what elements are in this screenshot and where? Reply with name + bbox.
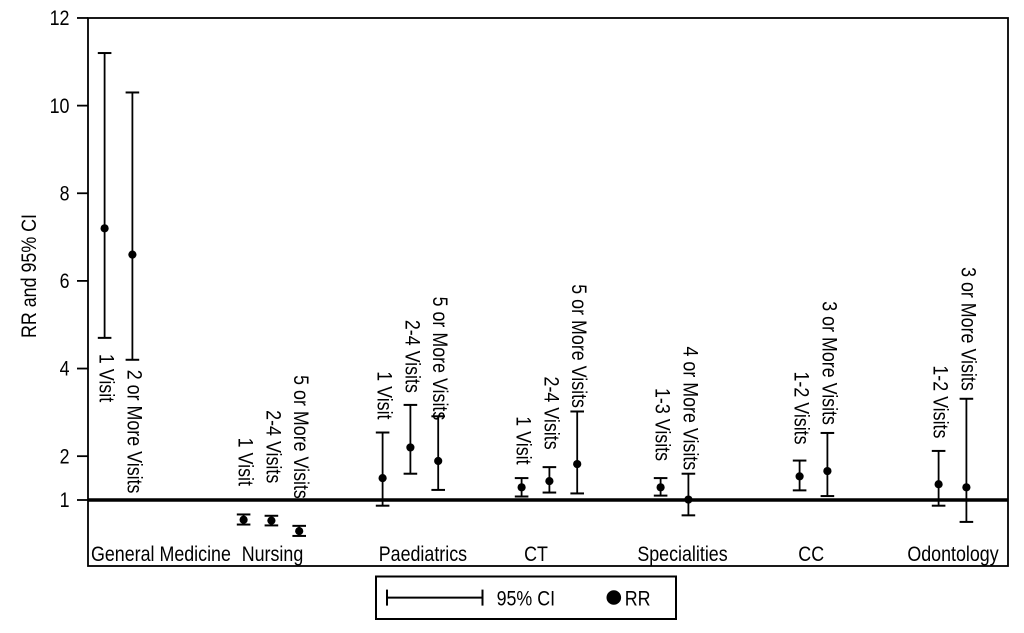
rr-point (934, 480, 943, 489)
item-label: 1-2 Visits (790, 371, 813, 444)
item-label: 3 or More Visits (817, 301, 840, 425)
rr-point (378, 473, 387, 483)
legend-box (375, 575, 677, 620)
item-label: 2-4 Visits (261, 410, 284, 483)
legend-rr-marker (606, 590, 622, 605)
rr-point (656, 483, 665, 492)
y-tick-label: 4 (60, 358, 70, 381)
item-label: 5 or More Visits (428, 297, 451, 421)
legend-ci-label: 95% CI (497, 588, 555, 611)
y-tick-label: 6 (60, 270, 70, 293)
group-label: CT (524, 543, 548, 566)
rr-point (545, 477, 554, 486)
rr-point (962, 483, 971, 492)
item-label: 1 Visit (373, 371, 396, 419)
y-tick-label: 8 (60, 182, 70, 205)
item-label: 2-4 Visits (539, 377, 562, 450)
legend-rr-label: RR (625, 588, 651, 611)
group-label: Odontology (907, 543, 999, 566)
y-tick-label: 10 (50, 95, 70, 118)
item-label: 1 Visit (95, 354, 118, 402)
plot-frame (87, 17, 1009, 567)
group-label: Nursing (242, 543, 304, 566)
group-label: Paediatrics (379, 543, 467, 566)
rr-point (239, 515, 248, 524)
rr-point (100, 224, 109, 233)
y-tick-label: 12 (50, 7, 70, 30)
item-label: 1 Visit (234, 438, 257, 486)
item-label: 4 or More Visits (678, 347, 701, 471)
item-label: 5 or More Visits (567, 284, 590, 408)
group-label: CC (798, 543, 824, 566)
rr-point (573, 459, 582, 469)
item-label: 1-2 Visits (929, 365, 952, 438)
rr-point (295, 527, 304, 536)
rr-point (267, 516, 276, 525)
item-label: 1 Visit (512, 416, 535, 464)
item-label: 5 or More Visits (289, 375, 312, 499)
rr-point (128, 250, 137, 259)
y-axis-title: RR and 95% CI (18, 214, 41, 338)
group-label: General Medicine (91, 543, 231, 566)
rr-point (795, 472, 804, 481)
item-label: 2-4 Visits (400, 320, 423, 393)
item-label: 3 or More Visits (956, 267, 979, 391)
rr-point (684, 495, 693, 504)
rr-point (406, 443, 415, 452)
group-label: Specialities (637, 543, 727, 566)
y-tick-label: 2 (60, 445, 70, 468)
item-label: 1-3 Visits (651, 388, 674, 461)
y-tick-label: 1 (60, 489, 70, 512)
rr-point (823, 466, 832, 476)
rr-point (434, 456, 443, 466)
item-label: 2 or More Visits (122, 370, 145, 494)
rr-point (517, 483, 526, 492)
